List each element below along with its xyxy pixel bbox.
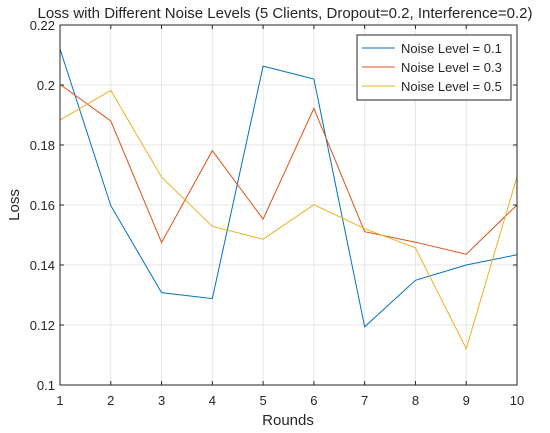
y-tick-label: 0.18 [30, 138, 55, 153]
y-tick-label: 0.14 [30, 258, 55, 273]
y-tick-label: 0.1 [37, 378, 55, 393]
x-tick-label: 7 [361, 393, 368, 408]
y-tick-label: 0.2 [37, 78, 55, 93]
x-tick-label: 8 [412, 393, 419, 408]
legend-label-1: Noise Level = 0.1 [401, 41, 502, 56]
x-tick-label: 1 [56, 393, 63, 408]
x-tick-label: 2 [107, 393, 114, 408]
chart-title: Loss with Different Noise Levels (5 Clie… [38, 5, 533, 22]
x-tick-label: 10 [510, 393, 524, 408]
legend: Noise Level = 0.1 Noise Level = 0.3 Noise … [356, 34, 512, 101]
x-tick-label: 3 [158, 393, 165, 408]
axis-ticks: 1 2 3 4 5 6 7 8 9 10 0.1 0.12 0.14 0.16 0.18 0.2 0.22 [30, 18, 525, 408]
y-axis-label: Loss [6, 189, 23, 221]
x-tick-label: 6 [310, 393, 317, 408]
y-tick-label: 0.12 [30, 318, 55, 333]
x-tick-label: 9 [463, 393, 470, 408]
y-tick-label: 0.22 [30, 18, 55, 33]
x-axis-label: Rounds [262, 412, 314, 429]
y-tick-label: 0.16 [30, 198, 55, 213]
legend-label-2: Noise Level = 0.3 [401, 60, 502, 75]
legend-label-3: Noise Level = 0.5 [401, 79, 502, 94]
series-line-2 [59, 83, 518, 255]
x-tick-label: 5 [259, 393, 266, 408]
series-lines [59, 48, 518, 351]
series-line-1 [59, 48, 518, 328]
series-line-3 [59, 89, 518, 351]
x-tick-label: 4 [209, 393, 216, 408]
